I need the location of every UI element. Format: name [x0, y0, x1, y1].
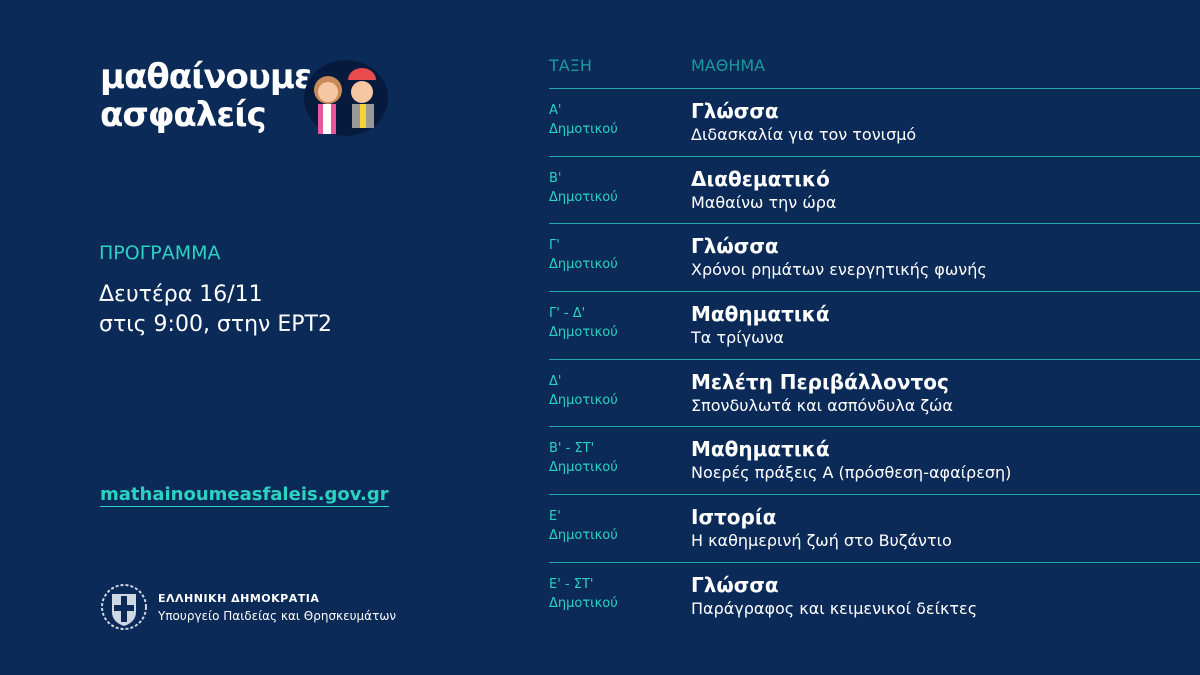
website-link[interactable]: mathainoumeasfaleis.gov.gr	[100, 484, 389, 507]
subject-cell: Μαθηματικά	[691, 302, 830, 327]
grade-cell: Β' Δημοτικού	[549, 170, 618, 205]
broadcast-info: Δευτέρα 16/11 στις 9:00, στην ΕΡΤ2	[99, 282, 332, 337]
table-row: Δ' Δημοτικού Μελέτη Περιβάλλοντος Σπονδυλ…	[549, 358, 1200, 427]
topic-cell: Μαθαίνω την ώρα	[691, 192, 837, 212]
schedule-table: Α' Δημοτικού Γλώσσα Διδασκαλία για τον το…	[549, 88, 1200, 630]
table-row: Ε' Δημοτικού Ιστορία Η καθημερινή ζωή στο…	[549, 494, 1200, 562]
table-row: Γ' - Δ' Δημοτικού Μαθηματικά Τα τρίγωνα	[549, 291, 1200, 359]
subject-cell: Μελέτη Περιβάλλοντος	[691, 369, 949, 394]
table-row: Γ' Δημοτικού Γλώσσα Χρόνοι ρημάτων ενεργη…	[549, 223, 1200, 291]
subject-cell: Γλώσσα	[691, 572, 779, 597]
table-row: Β' - ΣΤ' Δημοτικού Μαθηματικά Νοερές πράξ…	[549, 426, 1200, 494]
grade-cell: Ε' - ΣΤ' Δημοτικού	[549, 576, 618, 611]
grade-cell: Ε' Δημοτικού	[549, 509, 618, 544]
topic-cell: Σπονδυλωτά και ασπόνδυλα ζώα	[691, 395, 953, 415]
program-label: ΠΡΟΓΡΑΜΜΑ	[99, 242, 221, 264]
subject-cell: Μαθηματικά	[691, 437, 830, 462]
grade-cell: Β' - ΣΤ' Δημοτικού	[549, 441, 618, 476]
topic-cell: Νοερές πράξεις Α (πρόσθεση-αφαίρεση)	[691, 463, 1012, 483]
table-row: Β' Δημοτικού Διαθεματικό Μαθαίνω την ώρα	[549, 155, 1200, 224]
header-subject: ΜΑΘΗΜΑ	[691, 56, 766, 75]
subject-cell: Γλώσσα	[691, 234, 779, 259]
topic-cell: Τα τρίγωνα	[691, 328, 784, 348]
government-logo: ΕΛΛΗΝΙΚΗ ΔΗΜΟΚΡΑΤΙΑ Υπουργείο Παιδείας κ…	[100, 578, 396, 636]
subject-cell: Διαθεματικό	[691, 166, 830, 191]
table-row: Α' Δημοτικού Γλώσσα Διδασκαλία για τον το…	[549, 88, 1200, 156]
header-grade: ΤΑΞΗ	[549, 56, 592, 75]
grade-cell: Γ' Δημοτικού	[549, 238, 618, 273]
coat-of-arms-icon	[101, 584, 147, 630]
topic-cell: Διδασκαλία για τον τονισμό	[691, 125, 917, 144]
topic-cell: Η καθημερινή ζωή στο Βυζάντιο	[691, 531, 952, 551]
topic-cell: Παράγραφος και κειμενικοί δείκτες	[691, 598, 978, 618]
subject-cell: Ιστορία	[691, 505, 777, 530]
subject-cell: Γλώσσα	[691, 99, 779, 123]
table-row: Ε' - ΣΤ' Δημοτικού Γλώσσα Παράγραφος και …	[549, 561, 1200, 630]
grade-cell: Δ' Δημοτικού	[549, 373, 618, 408]
logo-text: μαθαίνουμε ασφαλείς	[100, 57, 313, 135]
topic-cell: Χρόνοι ρημάτων ενεργητικής φωνής	[691, 260, 987, 280]
grade-cell: Γ' - Δ' Δημοτικού	[549, 306, 618, 341]
grade-cell: Α' Δημοτικού	[549, 103, 618, 137]
kids-illustration-icon	[304, 60, 388, 136]
